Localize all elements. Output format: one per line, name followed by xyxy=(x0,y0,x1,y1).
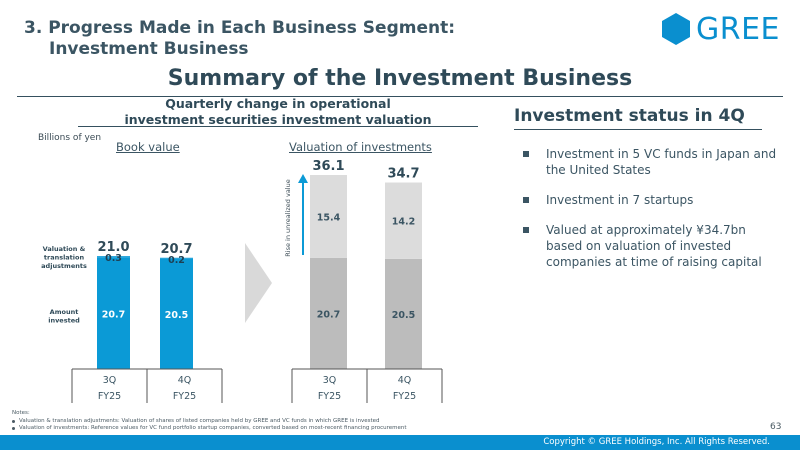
bar-segment xyxy=(385,258,422,369)
category-fiscal-label: FY25 xyxy=(173,391,196,402)
status-bullet: Investment in 7 startups xyxy=(523,192,783,208)
hexagon-logo-icon xyxy=(662,13,690,45)
category-label: 4Q xyxy=(398,375,412,386)
category-label: 3Q xyxy=(323,375,337,386)
chart-subtitle: Quarterly change in operational investme… xyxy=(78,96,478,128)
section-heading: 3. Progress Made in Each Business Segmen… xyxy=(24,18,455,60)
row-label-line: adjustments xyxy=(41,262,87,270)
status-bullet: Investment in 5 VC funds in Japan and th… xyxy=(523,146,783,178)
subtitle-divider xyxy=(78,126,478,127)
unit-label: Billions of yen xyxy=(38,133,102,143)
bar-value-label: 20.7 xyxy=(102,309,125,320)
bar-segment xyxy=(97,257,130,369)
bar-value-label: 20.5 xyxy=(392,310,415,321)
bar-total-label: 21.0 xyxy=(97,240,129,255)
bar-segment xyxy=(160,258,193,369)
rise-label: Rise in unrealized value xyxy=(284,179,292,257)
category-label: 4Q xyxy=(178,375,192,386)
bar-value-label: 15.4 xyxy=(317,212,341,223)
book-value-label: Book value xyxy=(116,140,180,154)
bar-total-label: 20.7 xyxy=(160,242,192,257)
note-item: Valuation & translation adjustments: Val… xyxy=(12,418,407,426)
row-label-line: invested xyxy=(48,317,80,325)
row-label-line: Amount xyxy=(50,308,79,316)
category-fiscal-label: FY25 xyxy=(318,391,341,402)
valuation-label: Valuation of investments xyxy=(289,140,432,154)
rise-arrow-head-icon xyxy=(298,174,308,183)
bar-segment xyxy=(160,257,193,259)
page-title: Summary of the Investment Business xyxy=(167,66,633,91)
notes-title: Notes: xyxy=(12,410,30,416)
bar-total-label: 34.7 xyxy=(387,167,419,182)
bar-value-label: 14.2 xyxy=(392,217,415,228)
section-heading-line1: 3. Progress Made in Each Business Segmen… xyxy=(24,18,456,38)
note-text: Valuation of investments: Reference valu… xyxy=(19,425,407,431)
chart-subtitle-line1: Quarterly change in operational xyxy=(165,96,391,111)
category-fiscal-label: FY25 xyxy=(98,391,121,402)
bar-value-label: 20.5 xyxy=(165,310,188,321)
copyright-text: Copyright © GREE Holdings, Inc. All Righ… xyxy=(543,437,770,447)
note-text: Valuation & translation adjustments: Val… xyxy=(19,417,380,424)
page-number: 63 xyxy=(770,422,782,432)
category-label: 3Q xyxy=(103,375,117,386)
status-bullet-text: Valued at approximately ¥34.7bn based on… xyxy=(546,223,762,269)
bar-total-label: 36.1 xyxy=(312,159,344,174)
bar-value-label: 0.3 xyxy=(105,253,122,264)
title-divider xyxy=(17,96,783,97)
gree-logo: GREE xyxy=(660,12,781,47)
footer-bar: Copyright © GREE Holdings, Inc. All Righ… xyxy=(0,435,800,450)
bullet-square-icon xyxy=(523,197,529,203)
bar-value-label: 0.2 xyxy=(168,255,185,266)
category-fiscal-label: FY25 xyxy=(393,391,416,402)
bullet-square-icon xyxy=(523,151,529,157)
note-bullet-icon xyxy=(12,419,15,423)
bar-value-label: 20.7 xyxy=(317,309,340,320)
status-title: Investment status in 4Q xyxy=(514,106,745,126)
note-bullet-icon xyxy=(12,427,15,430)
notes: Notes: Valuation & translation adjustmen… xyxy=(12,410,407,433)
status-bullet: Valued at approximately ¥34.7bn based on… xyxy=(523,222,783,270)
row-label-line: Valuation & xyxy=(43,245,86,253)
bar-segment xyxy=(310,257,347,369)
bar-segment xyxy=(97,256,130,258)
status-bullet-text: Investment in 7 startups xyxy=(546,193,694,207)
status-bullets: Investment in 5 VC funds in Japan and th… xyxy=(523,146,783,284)
bar-segment xyxy=(385,182,422,259)
bar-segment xyxy=(310,175,347,258)
chart-subtitle-line2: investment securities investment valuati… xyxy=(124,112,432,127)
logo-text: GREE xyxy=(696,12,781,47)
valuation-chart: 20.7 15.4 36.1 3Q FY25 20.5 14.2 34.7 4Q FY25 xyxy=(291,159,443,403)
section-heading-line2: Investment Business xyxy=(49,39,249,59)
status-divider xyxy=(514,129,762,130)
note-item: Valuation of investments: Reference valu… xyxy=(12,425,407,433)
status-bullet-text: Investment in 5 VC funds in Japan and th… xyxy=(546,147,777,177)
row-label-line: translation xyxy=(44,254,85,262)
bullet-square-icon xyxy=(523,227,529,233)
arrow-chevron xyxy=(245,243,272,323)
